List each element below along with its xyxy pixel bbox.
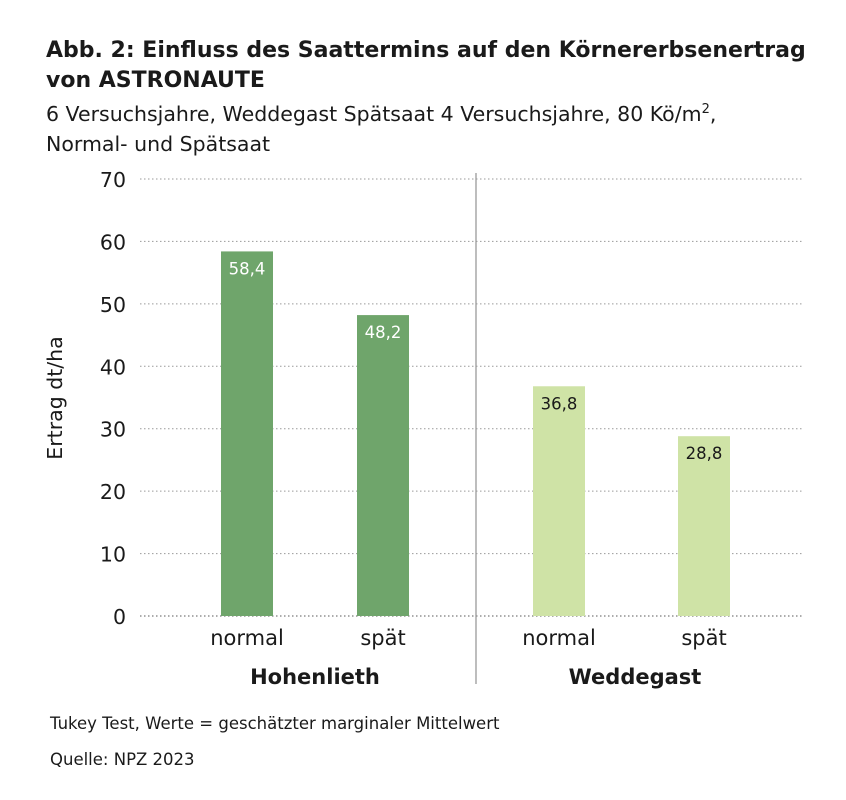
bar: [221, 251, 273, 616]
y-tick-label: 60: [100, 230, 126, 254]
x-category-label: spät: [681, 626, 726, 650]
bar-value-label: 28,8: [686, 444, 723, 463]
y-tick-label: 20: [100, 480, 126, 504]
chart-title-line-1: Abb. 2: Einfluss des Saattermins auf den…: [46, 38, 806, 63]
y-tick-label: 40: [100, 355, 126, 379]
x-category-label: normal: [522, 626, 596, 650]
bar-value-label: 58,4: [229, 259, 266, 278]
y-tick-label: 10: [100, 543, 126, 567]
y-tick-label: 50: [100, 293, 126, 317]
bar: [678, 436, 730, 616]
x-group-label: Weddegast: [569, 665, 702, 689]
subtitle-superscript: 2: [701, 102, 710, 118]
x-category-label: spät: [360, 626, 405, 650]
footnote-method: Tukey Test, Werte = geschätzter marginal…: [50, 714, 500, 733]
bar-value-label: 48,2: [365, 323, 402, 342]
chart-title-line-2: von ASTRONAUTE: [46, 68, 265, 93]
bar: [357, 315, 409, 616]
x-category-label: normal: [210, 626, 284, 650]
y-axis-label: Ertrag dt/ha: [43, 336, 67, 459]
y-tick-label: 30: [100, 418, 126, 442]
y-tick-label: 0: [113, 605, 126, 629]
subtitle-text: 6 Versuchsjahre, Weddegast Spätsaat 4 Ve…: [46, 102, 702, 126]
chart-subtitle-line-1: 6 Versuchsjahre, Weddegast Spätsaat 4 Ve…: [46, 99, 826, 129]
footnote-source: Quelle: NPZ 2023: [50, 750, 195, 769]
bar-chart: 0 10 20 30 40 50 60 70 Ertrag dt/ha 58,4 normal 48,…: [43, 168, 803, 689]
chart-title: Abb. 2: Einfluss des Saattermins auf den…: [46, 36, 826, 96]
bar-value-label: 36,8: [541, 394, 578, 413]
y-tick-label: 70: [100, 168, 126, 192]
chart-subtitle-line-2: Normal- und Spätsaat: [46, 132, 271, 156]
subtitle-comma: ,: [709, 102, 717, 126]
x-group-label: Hohenlieth: [250, 665, 380, 689]
bar: [533, 386, 585, 616]
chart-subtitle: 6 Versuchsjahre, Weddegast Spätsaat 4 Ve…: [46, 99, 826, 159]
